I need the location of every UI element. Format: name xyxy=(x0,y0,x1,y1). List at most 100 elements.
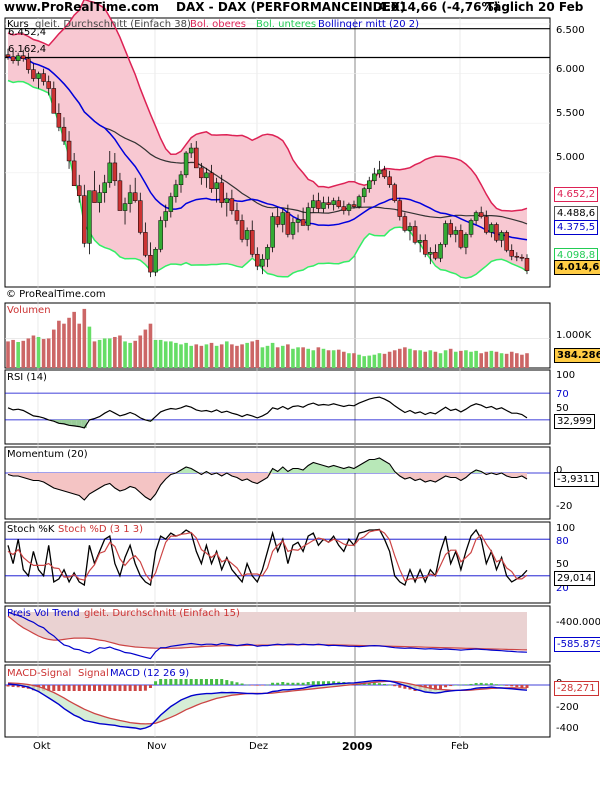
period-label: Täglich xyxy=(486,0,534,14)
badge-volumen: 384.286 xyxy=(554,348,600,363)
macd-histogram-bar xyxy=(266,684,269,686)
candle-body xyxy=(194,147,199,169)
candle-body xyxy=(127,192,133,204)
candle-body xyxy=(367,180,372,189)
candle-body xyxy=(311,200,316,208)
pvt-title: Preis Vol Trend xyxy=(7,608,80,619)
badge-bol-middle: 4.375,5 xyxy=(554,220,599,235)
macd-title-macd: MACD (12 26 9) xyxy=(110,668,190,679)
volume-bar xyxy=(123,341,127,368)
candle-body xyxy=(489,224,494,233)
macd-histogram-bar xyxy=(286,682,290,685)
rsi-title: RSI (14) xyxy=(7,372,47,383)
volume-bar xyxy=(509,351,514,368)
candle-body xyxy=(66,140,72,162)
volume-bar xyxy=(362,356,366,368)
candle-body xyxy=(397,200,403,217)
macd-histogram-bar xyxy=(235,682,239,685)
volume-bar xyxy=(489,350,494,368)
candle-body xyxy=(143,232,148,256)
candle-body xyxy=(331,200,336,205)
site-title[interactable]: www.ProRealTime.com xyxy=(4,0,159,14)
volume-bar xyxy=(525,353,529,368)
macd-histogram-bar xyxy=(47,685,51,691)
badge-bol-upper: 4.652,2 xyxy=(554,187,599,202)
volume-bar xyxy=(235,345,239,368)
macd-title-hist: MACD-Signal xyxy=(7,668,72,679)
y-tick-6500: 6.500 xyxy=(556,25,585,36)
candle-body xyxy=(509,250,514,257)
macd-histogram-bar xyxy=(93,685,96,691)
macd-title-signal: Signal xyxy=(78,668,109,679)
macd-histogram-bar xyxy=(118,685,122,691)
macd-histogram-bar xyxy=(316,681,320,685)
macd-histogram-bar xyxy=(67,685,71,691)
volume-bar xyxy=(443,350,448,368)
rsi-panel-frame xyxy=(4,369,551,445)
volume-bar xyxy=(57,320,61,368)
macd-histogram-bar xyxy=(11,685,15,687)
candle-body xyxy=(351,204,357,207)
volume-bar xyxy=(41,339,46,368)
volume-bar xyxy=(214,345,219,368)
macd-histogram-bar xyxy=(321,681,325,685)
volume-bar xyxy=(520,354,524,368)
instrument-title: DAX - DAX (PERFORMANCEINDEX) xyxy=(176,0,406,14)
candle-body xyxy=(321,202,326,209)
candle-body xyxy=(433,252,438,259)
macd-histogram-bar xyxy=(123,685,127,691)
candle-body xyxy=(326,202,331,205)
macd-histogram-bar xyxy=(98,685,102,691)
macd-histogram-bar xyxy=(403,685,407,689)
badge-ma38: 4.488,6 xyxy=(554,206,599,221)
badge-stoch: 29,014 xyxy=(554,571,595,586)
macd-histogram-bar xyxy=(179,679,183,685)
volume-bar xyxy=(113,336,117,368)
macd-histogram-bar xyxy=(306,682,310,685)
candle-body xyxy=(494,224,499,241)
volume-bar xyxy=(479,353,484,368)
x-label-okt: Okt xyxy=(33,741,51,752)
volume-bar xyxy=(382,353,387,368)
candle-body xyxy=(5,54,11,57)
candle-body xyxy=(138,200,143,233)
macd-histogram-bar xyxy=(494,684,498,685)
volume-bar xyxy=(387,351,392,368)
candle-body xyxy=(285,212,291,235)
volume-bar xyxy=(494,351,499,368)
candle-body xyxy=(26,58,31,70)
candle-body xyxy=(107,162,113,184)
candle-body xyxy=(300,219,306,226)
macd-histogram-bar xyxy=(398,685,402,688)
macd-histogram-bar xyxy=(62,685,66,691)
volume-bar xyxy=(372,354,377,368)
macd-tick-minus400: -400 xyxy=(556,723,579,734)
volume-bar xyxy=(245,342,249,368)
volume-bar xyxy=(219,344,224,368)
momentum-line xyxy=(7,457,528,501)
volume-bar xyxy=(148,323,153,368)
macd-histogram-bar xyxy=(255,685,259,686)
rsi-tick-70: 70 xyxy=(556,389,569,400)
macd-histogram-bar xyxy=(500,685,504,686)
volume-bar xyxy=(392,350,397,368)
volume-bar xyxy=(326,350,331,368)
volumen-title: Volumen xyxy=(7,305,51,316)
badge-macd: -28,271 xyxy=(554,681,599,696)
volume-bar xyxy=(347,353,351,368)
volume-bar xyxy=(316,347,321,368)
volume-bar xyxy=(62,323,66,368)
volume-bar xyxy=(107,338,112,368)
volume-bar xyxy=(413,350,417,368)
volume-bar xyxy=(265,345,270,368)
volume-bar xyxy=(102,338,107,368)
candle-body xyxy=(387,176,392,186)
quote-value: 4.014,66 (-4,76%) xyxy=(378,0,499,14)
macd-histogram-bar xyxy=(377,683,381,685)
momentum-negative-fill xyxy=(8,473,527,500)
macd-histogram-bar xyxy=(383,683,387,685)
macd-histogram-bar xyxy=(133,685,137,691)
ref-level-label-2: 6.162,4 xyxy=(8,44,47,55)
y-tick-5500: 5.500 xyxy=(556,108,585,119)
